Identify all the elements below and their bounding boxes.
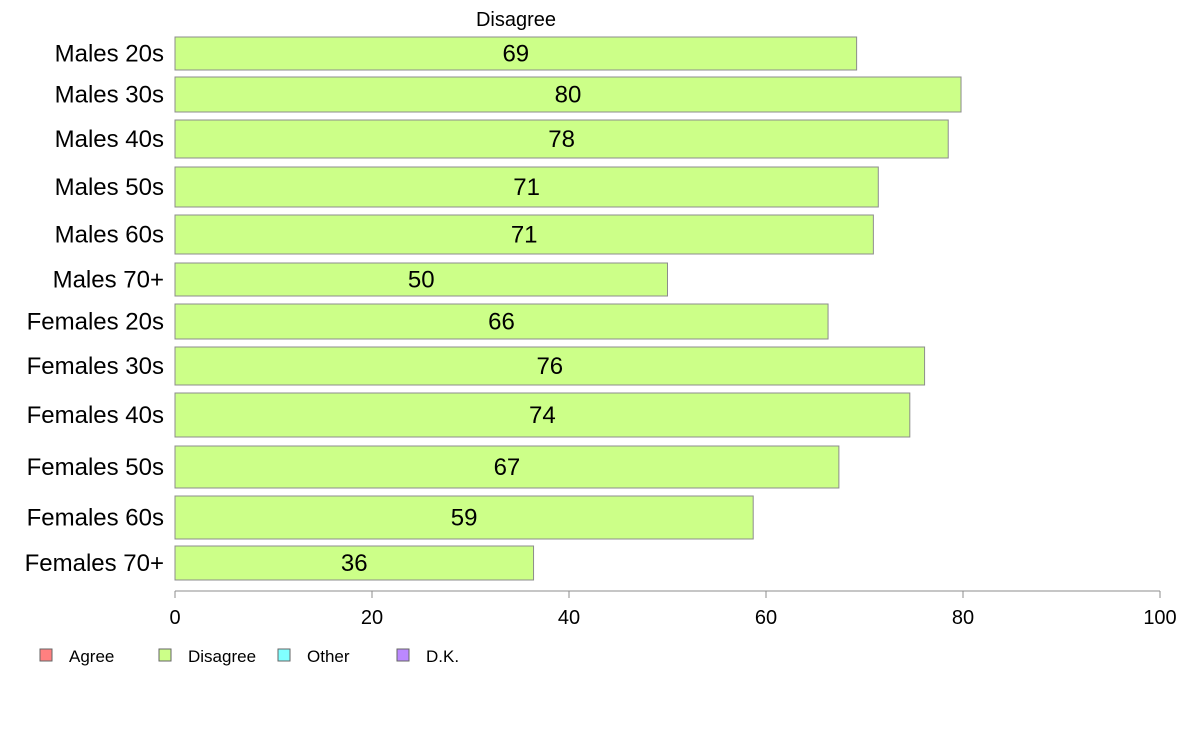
bar xyxy=(174,119,949,159)
chart-title: Disagree xyxy=(476,9,556,31)
x-tick-label: 60 xyxy=(755,607,777,629)
category-label: Males 40s xyxy=(55,126,164,153)
bar xyxy=(174,166,879,208)
bars-group: Males 20s 69 Males 30s 80 Males 40s 78 Males 5… xyxy=(25,36,962,581)
legend-swatch xyxy=(158,648,172,662)
data-label: 74 xyxy=(529,402,556,429)
bar xyxy=(174,303,829,340)
bar xyxy=(174,445,840,489)
category-label: Males 50s xyxy=(55,174,164,201)
x-tick-label: 80 xyxy=(952,607,974,629)
data-label: 71 xyxy=(511,222,538,249)
legend-swatch xyxy=(277,648,291,662)
x-tick-label: 20 xyxy=(361,607,383,629)
category-label: Females 30s xyxy=(27,353,164,380)
legend-swatch xyxy=(396,648,410,662)
data-label: 36 xyxy=(341,550,368,577)
category-label: Females 60s xyxy=(27,505,164,532)
bar xyxy=(174,545,535,581)
data-label: 66 xyxy=(488,309,515,336)
bar xyxy=(174,214,874,255)
legend: Agree Disagree Other D.K. xyxy=(39,647,459,666)
legend-label: Disagree xyxy=(188,647,256,666)
bar xyxy=(174,495,754,540)
data-label: 80 xyxy=(555,82,582,109)
category-label: Males 70+ xyxy=(53,267,164,294)
x-axis: 0 20 40 60 80 100 xyxy=(169,590,1177,629)
legend-label: Agree xyxy=(69,647,114,666)
data-label: 67 xyxy=(494,454,521,481)
category-label: Males 60s xyxy=(55,222,164,249)
category-label: Males 30s xyxy=(55,82,164,109)
bar xyxy=(174,36,858,71)
bar xyxy=(174,76,962,113)
bar xyxy=(174,262,668,297)
x-tick-label: 0 xyxy=(169,607,180,629)
data-label: 69 xyxy=(502,41,529,68)
x-tick-label: 40 xyxy=(558,607,580,629)
legend-label: D.K. xyxy=(426,647,459,666)
bar xyxy=(174,346,926,386)
data-label: 59 xyxy=(451,505,478,532)
data-label: 76 xyxy=(536,353,563,380)
category-label: Females 20s xyxy=(27,309,164,336)
category-label: Females 40s xyxy=(27,402,164,429)
x-tick-label: 100 xyxy=(1143,607,1176,629)
bar xyxy=(174,392,911,438)
data-label: 50 xyxy=(408,267,435,294)
category-label: Females 50s xyxy=(27,454,164,481)
legend-label: Other xyxy=(307,647,350,666)
data-label: 71 xyxy=(513,174,540,201)
category-label: Females 70+ xyxy=(25,550,164,577)
data-label: 78 xyxy=(548,126,575,153)
legend-swatch xyxy=(39,648,53,662)
category-label: Males 20s xyxy=(55,41,164,68)
